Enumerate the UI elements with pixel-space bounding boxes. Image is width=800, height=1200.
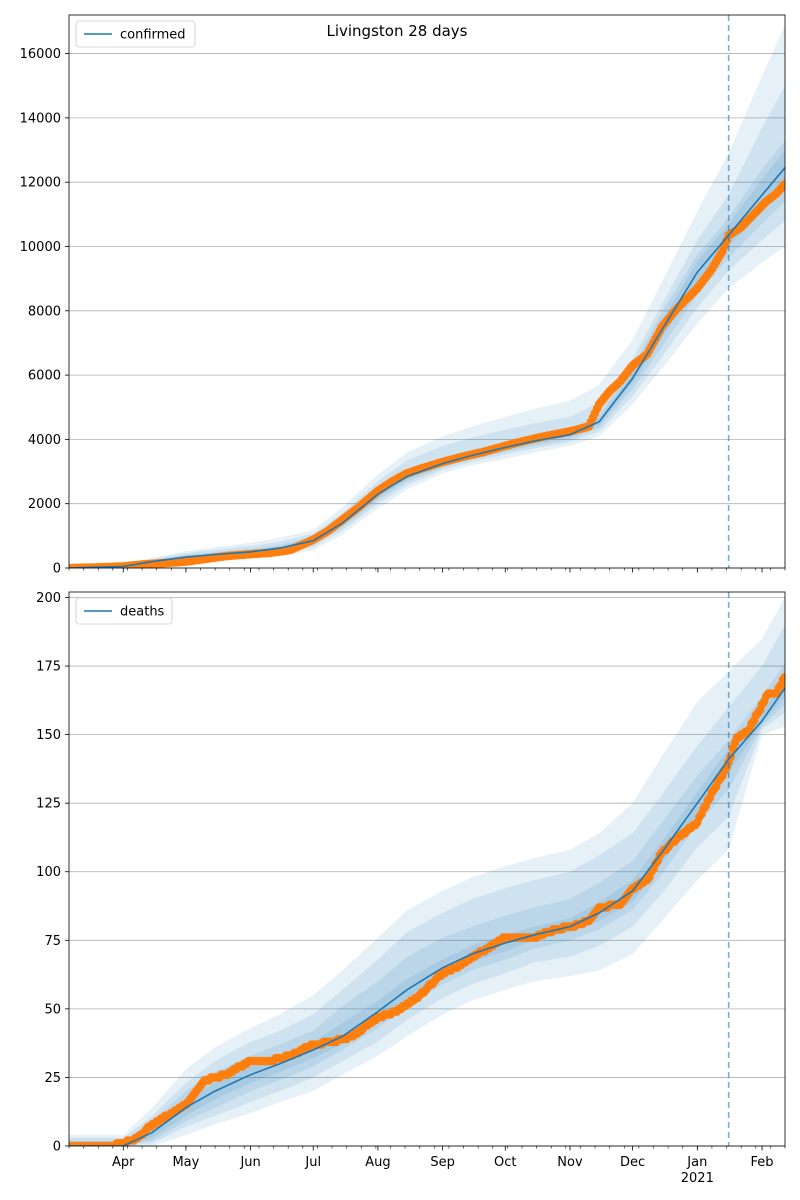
deaths-ytick-label: 25 xyxy=(44,1071,61,1086)
deaths-plot-area xyxy=(69,597,785,1146)
deaths-ytick-label: 50 xyxy=(44,1002,61,1017)
deaths-ytick-label: 0 xyxy=(53,1140,61,1155)
year-label: 2021 xyxy=(681,1171,714,1186)
deaths-ytick-label: 125 xyxy=(36,797,61,812)
confirmed-band-3 xyxy=(69,150,785,568)
confirmed-ytick-label: 8000 xyxy=(28,304,61,319)
confirmed-legend: confirmed xyxy=(75,20,196,48)
month-label: Aug xyxy=(365,1155,390,1170)
deaths-axes-frame xyxy=(68,591,786,1147)
month-label: Dec xyxy=(620,1155,645,1170)
confirmed-band-1 xyxy=(69,85,785,568)
confirmed-ytick-label: 14000 xyxy=(20,111,61,126)
confirmed-model-line xyxy=(69,167,785,568)
confirmed-plot-area xyxy=(69,24,785,568)
deaths-ytick-label: 150 xyxy=(36,728,61,743)
deaths-panel: 0 25 50 75 100 125 150 175 200 Apr May Jun Jul Aug Sep… xyxy=(36,591,786,1186)
confirmed-ytick-label: 16000 xyxy=(20,47,61,62)
month-label: Feb xyxy=(751,1155,774,1170)
confirmed-observed-point xyxy=(780,179,785,189)
confirmed-ytick-label: 2000 xyxy=(28,497,61,512)
month-label: Oct xyxy=(494,1155,516,1170)
deaths-legend-box xyxy=(75,597,173,625)
deaths-ytick-label: 100 xyxy=(36,865,61,880)
deaths-observed-point xyxy=(780,672,785,682)
confirmed-ytick-label: 0 xyxy=(53,562,61,577)
month-label: Jun xyxy=(239,1155,260,1170)
confirmed-observed-points xyxy=(69,179,785,568)
deaths-legend-label: deaths xyxy=(120,605,165,620)
confirmed-ytick-label: 6000 xyxy=(28,369,61,384)
confirmed-ytick-label: 4000 xyxy=(28,433,61,448)
confirmed-panel: 0 2000 4000 6000 8000 10000 12000 14000 16000 con… xyxy=(20,14,786,577)
deaths-legend: deaths xyxy=(75,597,173,625)
month-label: Sep xyxy=(430,1155,455,1170)
deaths-band-0 xyxy=(69,597,785,1146)
confirmed-ytick-label: 12000 xyxy=(20,176,61,191)
confirmed-axes-frame xyxy=(68,14,786,569)
month-label: Jan xyxy=(686,1155,707,1170)
confirmed-ytick-label: 10000 xyxy=(20,240,61,255)
deaths-ytick-label: 175 xyxy=(36,660,61,675)
figure-title: Livingston 28 days xyxy=(326,22,467,40)
month-label: May xyxy=(172,1155,199,1170)
confirmed-legend-box xyxy=(75,20,196,48)
deaths-ytick-label: 75 xyxy=(44,934,61,949)
month-label: Nov xyxy=(557,1155,583,1170)
confirmed-legend-label: confirmed xyxy=(120,28,186,43)
deaths-ytick-label: 200 xyxy=(36,591,61,606)
month-label: Jul xyxy=(304,1155,321,1170)
confirmed-band-0 xyxy=(69,24,785,568)
month-label: Apr xyxy=(112,1155,135,1170)
deaths-model-line xyxy=(69,687,785,1146)
